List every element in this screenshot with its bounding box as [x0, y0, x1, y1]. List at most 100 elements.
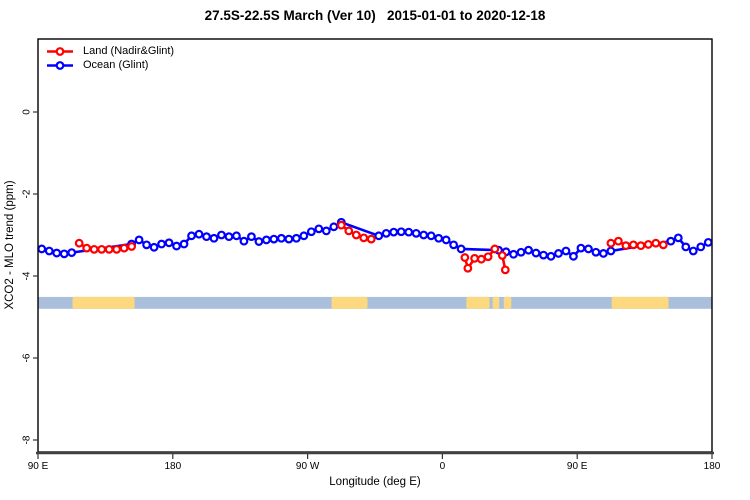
land-data-point	[89, 244, 99, 254]
ocean-data-point	[269, 234, 279, 244]
ocean-data-point	[149, 242, 159, 252]
ocean-data-point	[591, 247, 601, 257]
land-data-point	[643, 240, 653, 249]
land-data-point	[500, 265, 510, 275]
ocean-data-point	[561, 246, 571, 256]
land-data-point	[628, 240, 638, 250]
ocean-data-point	[291, 233, 301, 243]
legend-label-land: Land (Nadir&Glint)	[83, 45, 175, 57]
x-tick-label: 180	[164, 461, 181, 472]
ocean-data-point	[681, 242, 691, 252]
land-data-point	[366, 234, 376, 244]
ocean-data-point	[449, 240, 459, 250]
x-tick-label: 0	[440, 461, 446, 472]
y-tick-label: -8	[22, 435, 33, 444]
ocean-data-point	[37, 244, 47, 254]
land-data-point	[460, 253, 470, 262]
land-patch	[466, 296, 490, 309]
y-tick-label: -6	[22, 353, 33, 362]
land-data-point	[359, 233, 369, 243]
land-data-point	[127, 242, 137, 251]
land-data-point	[82, 243, 92, 253]
land-data-point	[483, 252, 493, 262]
ocean-data-point	[254, 237, 264, 246]
x-axis-title: Longitude (deg E)	[329, 476, 421, 488]
ocean-data-point	[426, 231, 436, 241]
ocean-data-point	[509, 249, 518, 259]
legend-label-ocean: Ocean (Glint)	[83, 59, 149, 71]
ocean-strip	[38, 296, 712, 309]
ocean-data-point	[569, 251, 578, 261]
land-data-point	[112, 244, 122, 254]
ocean-data-point	[179, 239, 189, 249]
ocean-data-point	[554, 249, 563, 258]
land-data-point	[470, 253, 480, 263]
land-series-marker-icon	[47, 46, 73, 56]
ocean-data-point	[396, 227, 406, 237]
ocean-data-point	[262, 235, 271, 245]
land-data-point	[606, 238, 616, 248]
land-data-point	[490, 244, 500, 254]
ocean-data-point	[599, 249, 608, 258]
ocean-data-point	[411, 228, 421, 238]
chart-title: 27.5S-22.5S March (Ver 10) 2015-01-01 to…	[204, 8, 546, 23]
y-tick-label: -2	[22, 189, 33, 198]
ocean-data-point	[389, 227, 399, 237]
ocean-data-point	[456, 244, 466, 254]
y-axis-title: XCO2 - MLO trend (ppm)	[4, 180, 16, 310]
ocean-data-point	[524, 245, 533, 255]
x-tick-label: 90 E	[567, 461, 588, 472]
ocean-data-point	[194, 229, 204, 239]
ocean-data-point	[321, 226, 331, 236]
ocean-data-point	[134, 235, 144, 245]
land-patch	[611, 296, 669, 309]
ocean-data-point	[329, 222, 339, 232]
ocean-data-point	[696, 242, 706, 252]
ocean-data-point	[703, 237, 713, 247]
ocean-data-point	[546, 251, 556, 261]
ocean-data-point	[419, 230, 429, 240]
ocean-data-point	[688, 246, 698, 256]
land-patch	[331, 296, 368, 309]
ocean-data-point	[576, 243, 586, 253]
ocean-data-point	[232, 231, 241, 241]
land-data-point	[463, 263, 473, 273]
ocean-data-point	[404, 227, 414, 237]
land-data-point	[658, 240, 668, 250]
ocean-data-point	[172, 241, 181, 251]
land-data-point	[497, 251, 507, 260]
ocean-data-point	[434, 233, 444, 243]
ocean-data-point	[306, 227, 316, 237]
ocean-data-point	[666, 236, 676, 246]
land-data-point	[344, 226, 354, 236]
legend-item-ocean: Ocean (Glint)	[45, 58, 174, 72]
ocean-data-point	[247, 232, 256, 242]
land-data-point	[613, 236, 623, 246]
ocean-data-point	[584, 244, 593, 254]
x-tick-label: 90 W	[296, 461, 320, 472]
land-data-point	[104, 244, 114, 254]
ocean-data-point	[539, 250, 548, 260]
ocean-data-point	[441, 235, 451, 245]
ocean-data-point	[284, 234, 294, 244]
land-data-point	[621, 241, 631, 251]
land-data-point	[476, 254, 486, 264]
ocean-data-point	[157, 239, 166, 249]
ocean-data-point	[531, 248, 541, 258]
land-data-point	[97, 244, 107, 254]
ocean-data-point	[673, 233, 683, 243]
ocean-data-point	[209, 233, 219, 243]
ocean-data-point	[314, 224, 324, 234]
ocean-data-point	[239, 236, 249, 246]
ocean-series-marker-icon	[47, 60, 73, 70]
ocean-data-point	[52, 248, 62, 258]
legend: Land (Nadir&Glint) Ocean (Glint)	[45, 44, 174, 72]
land-patch	[503, 296, 512, 309]
ocean-data-point	[142, 240, 151, 250]
ocean-data-point	[276, 233, 286, 243]
ocean-data-point	[224, 232, 234, 242]
legend-item-land: Land (Nadir&Glint)	[45, 44, 174, 58]
ocean-data-point	[606, 246, 616, 256]
